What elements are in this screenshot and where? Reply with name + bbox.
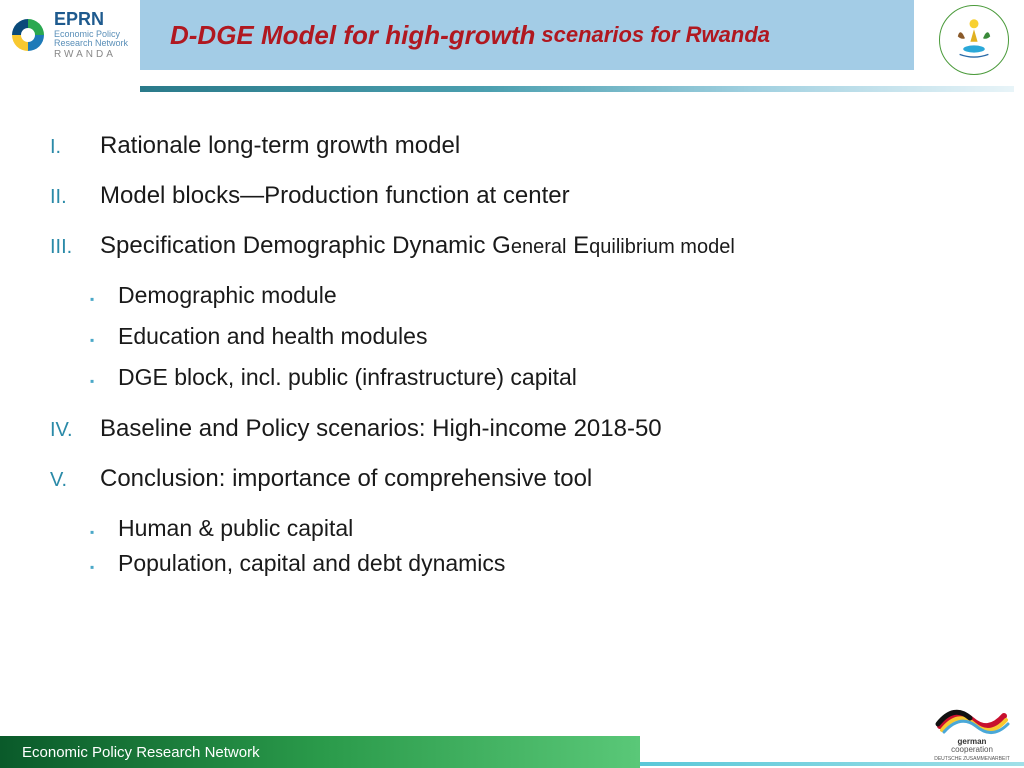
title-sub: scenarios for Rwanda — [541, 22, 770, 48]
wave-icon — [932, 702, 1012, 738]
outline-sub-item: ▪ DGE block, incl. public (infrastructur… — [50, 364, 984, 391]
bullet-icon: ▪ — [90, 292, 118, 306]
coop-text: german cooperation DEUTSCHE ZUSAMMENARBE… — [932, 738, 1012, 762]
outline-item-iii: III. Specification Demographic Dynamic G… — [50, 232, 984, 260]
footer: Economic Policy Research Network — [0, 736, 1024, 768]
outline-sub-text: Human & public capital — [118, 515, 353, 542]
footer-label: Economic Policy Research Network — [0, 736, 640, 768]
bullet-icon: ▪ — [90, 525, 118, 539]
outline-item-iv: IV. Baseline and Policy scenarios: High-… — [50, 415, 984, 443]
bullet-icon: ▪ — [90, 560, 118, 574]
outline-text: Model blocks—Production function at cent… — [100, 182, 984, 210]
content-body: I. Rationale long-term growth model II. … — [0, 92, 1024, 577]
outline-sub-item: ▪ Population, capital and debt dynamics — [50, 550, 984, 577]
roman-numeral: I. — [50, 136, 100, 159]
outline-sub-item: ▪ Education and health modules — [50, 323, 984, 350]
outline-text: Conclusion: importance of comprehensive … — [100, 465, 984, 493]
bullet-icon: ▪ — [90, 374, 118, 388]
roman-numeral: IV. — [50, 419, 100, 442]
eprn-logo-icon — [8, 15, 48, 55]
outline-text: Rationale long-term growth model — [100, 132, 984, 160]
outline-item-v: V. Conclusion: importance of comprehensi… — [50, 465, 984, 493]
roman-numeral: III. — [50, 236, 100, 259]
outline-text: Specification Demographic Dynamic Genera… — [100, 232, 984, 260]
outline-sub-text: Demographic module — [118, 282, 337, 309]
outline-sub-item: ▪ Demographic module — [50, 282, 984, 309]
outline-sub-text: Education and health modules — [118, 323, 427, 350]
bullet-icon: ▪ — [90, 333, 118, 347]
eprn-logo-text: EPRN Economic Policy Research Network RW… — [54, 10, 128, 61]
roman-numeral: V. — [50, 469, 100, 492]
outline-sub-item: ▪ Human & public capital — [50, 515, 984, 542]
rwanda-emblem — [924, 0, 1024, 80]
roman-numeral: II. — [50, 186, 100, 209]
footer-accent — [640, 762, 1024, 766]
outline-item-i: I. Rationale long-term growth model — [50, 132, 984, 160]
outline-text: Baseline and Policy scenarios: High-inco… — [100, 415, 984, 443]
outline-sub-text: Population, capital and debt dynamics — [118, 550, 505, 577]
title-bar: D-DGE Model for high-growth scenarios fo… — [140, 0, 914, 70]
eprn-logo: EPRN Economic Policy Research Network RW… — [0, 0, 140, 70]
title-main: D-DGE Model for high-growth — [170, 20, 535, 51]
header: EPRN Economic Policy Research Network RW… — [0, 0, 1024, 80]
outline-sub-text: DGE block, incl. public (infrastructure)… — [118, 364, 577, 391]
outline-item-ii: II. Model blocks—Production function at … — [50, 182, 984, 210]
german-cooperation-logo: german cooperation DEUTSCHE ZUSAMMENARBE… — [932, 702, 1012, 762]
